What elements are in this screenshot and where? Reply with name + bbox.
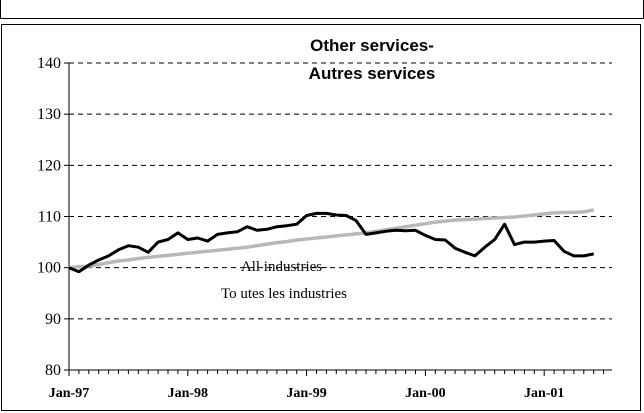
line-chart: 80 90 100 110 120 130 140 Jan-97 Jan-98 Jan-99 Ja… [37,36,612,401]
y-tick-label: 100 [37,260,61,277]
y-tick-label: 110 [38,209,61,226]
x-tick-label: Jan-98 [168,386,208,401]
chart-title: Other services- [310,36,434,55]
previous-panel-edge [0,0,644,19]
x-tick-label: Jan-00 [405,386,445,401]
y-tick-label: 80 [45,362,61,379]
x-tick-label: Jan-97 [49,386,89,401]
series-line-all-industries [68,208,595,270]
y-tick-label: 120 [37,157,61,174]
series-line-other-services [68,211,594,274]
y-tick-label: 140 [37,55,61,72]
y-tick-label: 90 [45,311,61,328]
x-tick-label: Jan-01 [524,386,564,401]
annotation-line-1: All industries- [241,259,327,275]
chart-subtitle: Autres services [309,64,436,83]
annotation-line-2: To utes les industries [221,286,347,302]
x-tick-label: Jan-99 [286,386,326,401]
chart-frame: 80 90 100 110 120 130 140 Jan-97 Jan-98 Jan-99 Ja… [1,24,641,411]
y-tick-label: 130 [37,106,61,123]
